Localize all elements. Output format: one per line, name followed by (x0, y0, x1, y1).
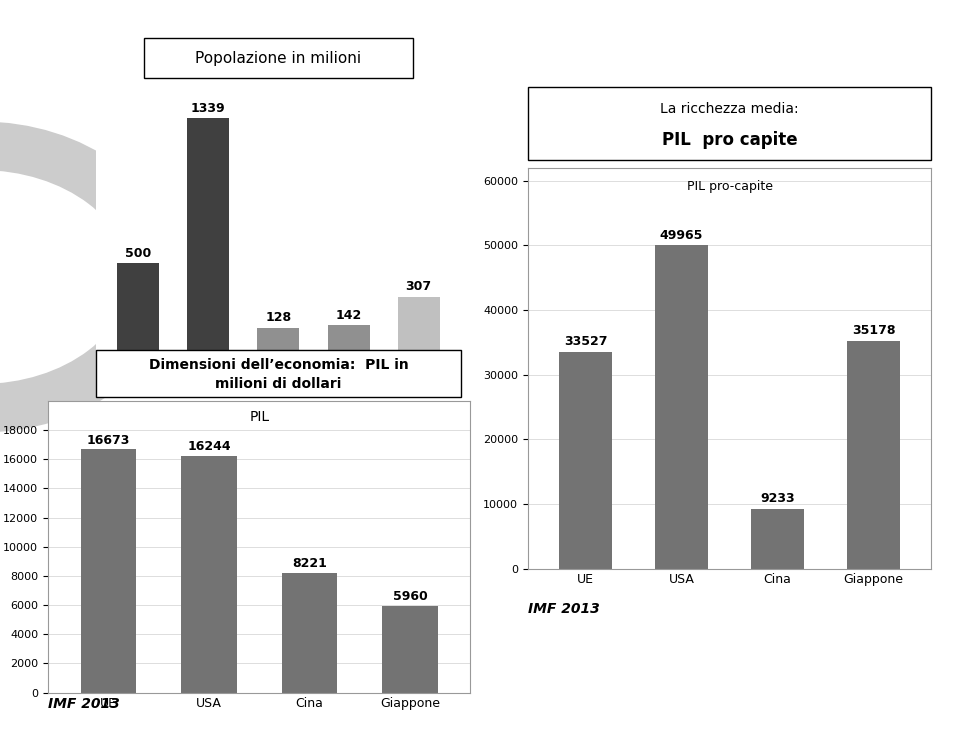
Text: PIL: PIL (250, 410, 269, 424)
Text: 128: 128 (265, 311, 292, 324)
Text: 307: 307 (406, 281, 432, 293)
Bar (559, 352, 612, 569)
Text: La ricchezza media:: La ricchezza media: (660, 102, 799, 117)
Bar (257, 328, 300, 350)
Text: IMF 2013: IMF 2013 (528, 602, 600, 616)
Text: Popolazione in milioni: Popolazione in milioni (195, 51, 362, 66)
Bar (847, 341, 900, 569)
Text: 49965: 49965 (660, 229, 704, 241)
Text: 142: 142 (335, 309, 362, 322)
Text: 16244: 16244 (187, 440, 230, 453)
Bar (117, 263, 159, 350)
Bar (327, 325, 370, 350)
Text: 5960: 5960 (393, 590, 427, 603)
Text: 35178: 35178 (852, 324, 896, 338)
Bar (382, 606, 438, 693)
Text: PIL pro-capite: PIL pro-capite (686, 180, 773, 192)
Text: 33527: 33527 (564, 335, 608, 348)
Bar (81, 450, 136, 693)
Bar (282, 573, 337, 693)
Text: 9233: 9233 (760, 492, 795, 505)
Text: 8221: 8221 (292, 557, 327, 570)
Bar (187, 118, 229, 350)
Bar (752, 509, 804, 569)
Text: IMF 2013: IMF 2013 (48, 697, 120, 711)
Text: Dimensioni dell’economia:  PIL in: Dimensioni dell’economia: PIL in (149, 358, 408, 372)
Text: 500: 500 (125, 247, 152, 260)
Bar (181, 456, 236, 693)
Text: 1339: 1339 (191, 101, 226, 114)
Text: 16673: 16673 (86, 434, 130, 447)
Text: PIL  pro capite: PIL pro capite (661, 131, 798, 149)
Text: milioni di dollari: milioni di dollari (215, 377, 342, 391)
Bar (397, 297, 440, 350)
Bar (655, 246, 708, 569)
